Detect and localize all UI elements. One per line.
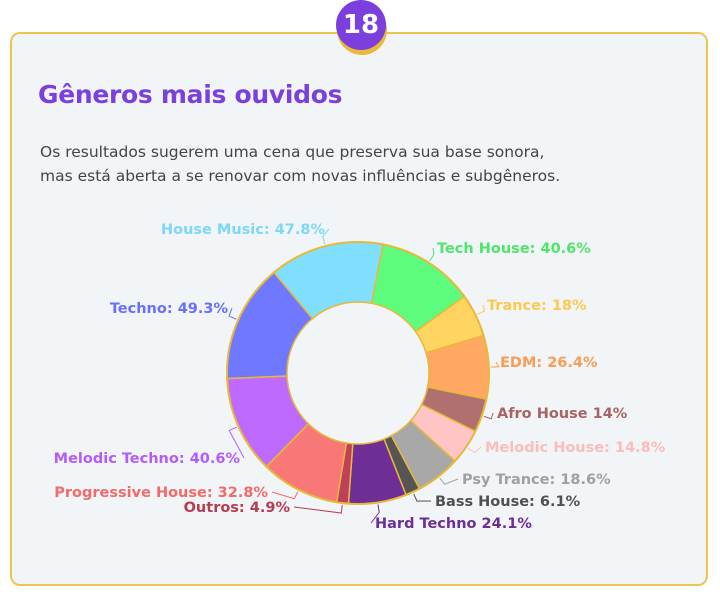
- label-edm: EDM: 26.4%: [500, 355, 598, 371]
- leader-line: [228, 307, 237, 320]
- label-trance: Trance: 18%: [487, 298, 587, 314]
- leader-line: [228, 426, 245, 459]
- label-psy-trance: Psy Trance: 18.6%: [462, 472, 611, 488]
- leader-line: [370, 504, 380, 524]
- label-progressive-house: Progressive House: 32.8%: [54, 485, 268, 501]
- leader-line: [429, 247, 435, 262]
- leader-line: [477, 304, 486, 315]
- label-outros: Outros: 4.9%: [184, 500, 291, 516]
- label-melodic-techno: Melodic Techno: 40.6%: [54, 451, 241, 467]
- label-techno: Techno: 49.3%: [110, 301, 229, 317]
- description-line: mas está aberta a se renovar com novas i…: [40, 167, 561, 185]
- description: Os resultados sugerem uma cena que prese…: [40, 140, 660, 188]
- leader-line: [467, 446, 482, 454]
- leader-line: [293, 505, 343, 514]
- label-house-music: House Music: 47.8%: [161, 222, 326, 238]
- leader-line: [483, 412, 494, 420]
- leader-line: [490, 361, 500, 368]
- label-tech-house: Tech House: 40.6%: [437, 241, 591, 257]
- description-line: Os resultados sugerem uma cena que prese…: [40, 143, 545, 161]
- label-melodic-house: Melodic House: 14.8%: [485, 440, 666, 456]
- label-afro-house: Afro House 14%: [497, 406, 628, 422]
- leader-line: [439, 477, 459, 485]
- label-hard-techno: Hard Techno 24.1%: [375, 516, 532, 532]
- page-title: Gêneros mais ouvidos: [38, 80, 343, 109]
- donut-outline: [226, 241, 490, 505]
- leader-line: [271, 491, 299, 500]
- number-badge: 18: [336, 0, 386, 50]
- label-bass-house: Bass House: 6.1%: [435, 494, 581, 510]
- leader-line: [322, 228, 330, 245]
- leader-line: [413, 493, 432, 502]
